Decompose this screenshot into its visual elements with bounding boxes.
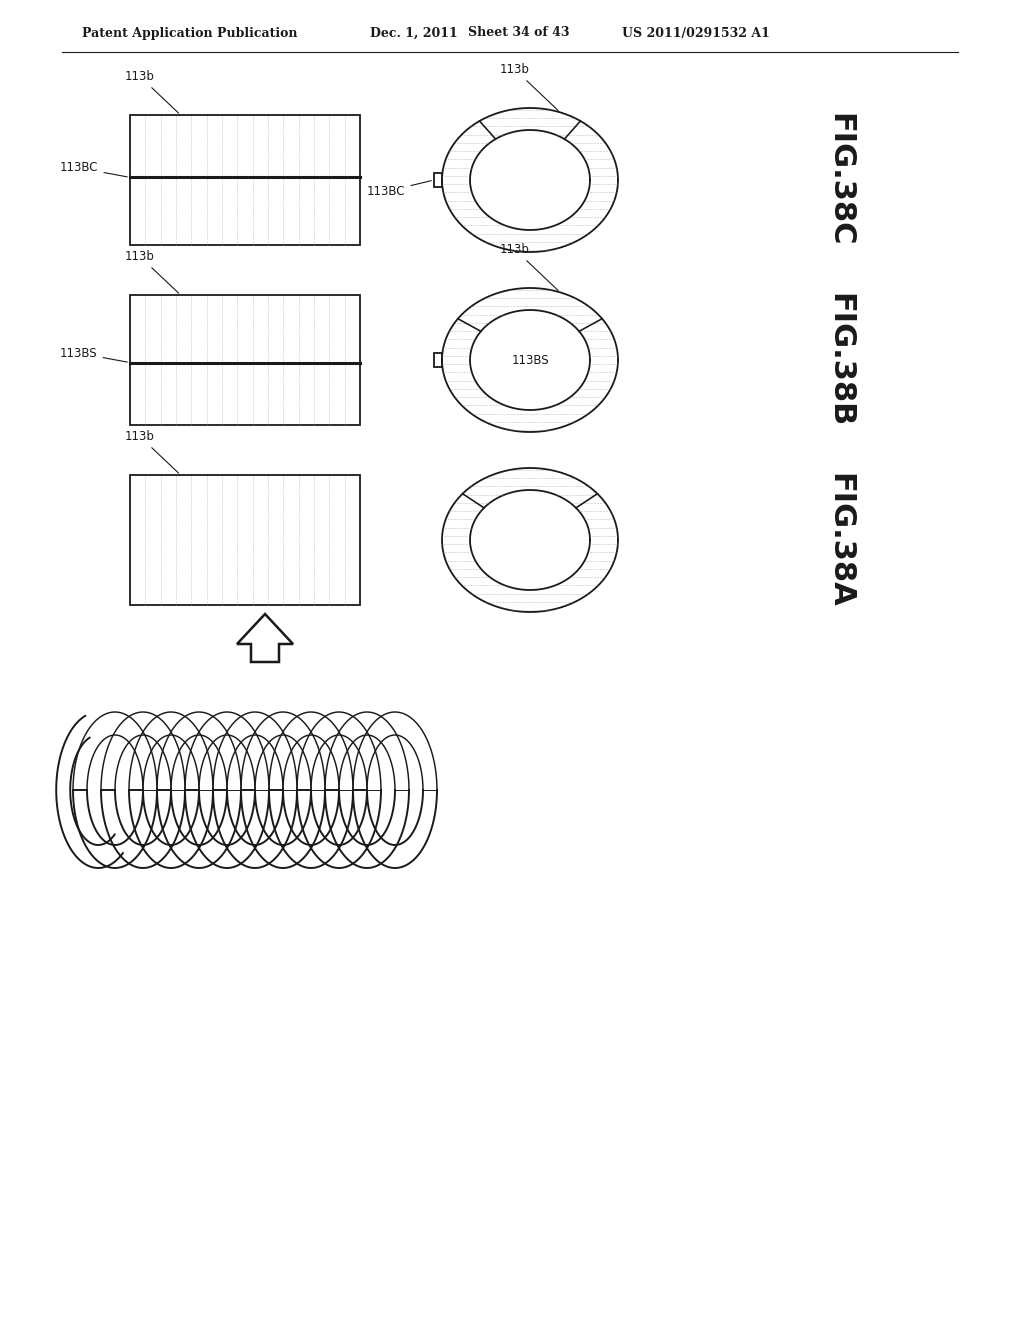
Text: 113b: 113b (125, 249, 178, 293)
Text: Patent Application Publication: Patent Application Publication (82, 26, 298, 40)
Text: FIG.38A: FIG.38A (825, 473, 854, 607)
Text: 113BS: 113BS (60, 347, 127, 362)
Text: 113b: 113b (125, 70, 178, 114)
Text: 113BC: 113BC (367, 181, 431, 198)
Polygon shape (434, 173, 442, 186)
Text: 113BC: 113BC (60, 161, 127, 177)
Text: 113b: 113b (500, 63, 558, 111)
Text: 113BS: 113BS (511, 354, 549, 367)
Text: FIG.38C: FIG.38C (825, 114, 854, 247)
Text: FIG.38B: FIG.38B (825, 293, 854, 428)
Text: 113b: 113b (500, 243, 558, 290)
Text: Dec. 1, 2011: Dec. 1, 2011 (370, 26, 458, 40)
Text: Sheet 34 of 43: Sheet 34 of 43 (468, 26, 569, 40)
Polygon shape (434, 354, 442, 367)
Text: US 2011/0291532 A1: US 2011/0291532 A1 (622, 26, 770, 40)
Text: 113b: 113b (125, 430, 178, 473)
